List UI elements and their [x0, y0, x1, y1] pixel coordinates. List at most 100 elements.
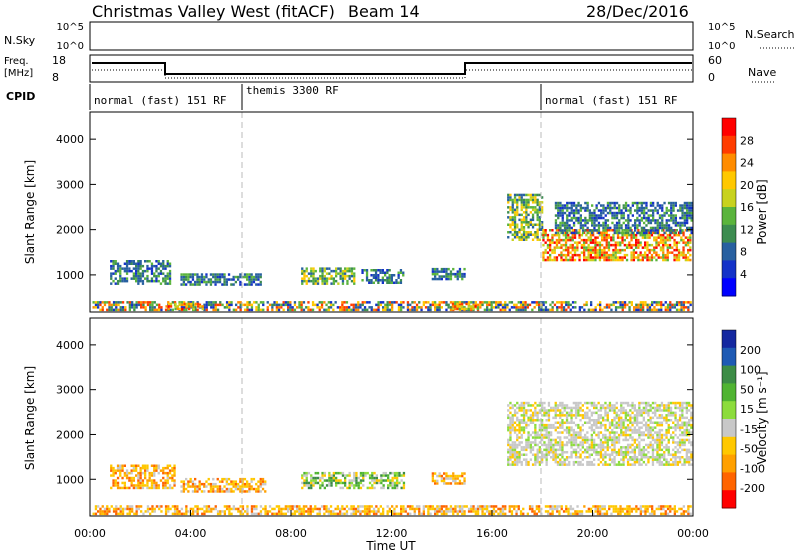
heatmap-cell: [125, 279, 129, 283]
freq-tick-top: 18: [52, 54, 66, 67]
heatmap-cell: [255, 273, 258, 276]
heatmap-cell: [606, 428, 609, 432]
heatmap-cell: [348, 274, 351, 278]
heatmap-cell: [150, 479, 154, 482]
heatmap-cell: [511, 221, 514, 224]
heatmap-cell: [458, 510, 462, 513]
heatmap-cell: [509, 438, 512, 442]
heatmap-cell: [624, 451, 627, 454]
heatmap-cell: [284, 301, 287, 304]
heatmap-cell: [613, 411, 616, 415]
heatmap-cell: [554, 428, 557, 432]
heatmap-cell: [312, 274, 315, 278]
heatmap-cell: [467, 510, 471, 513]
heatmap-cell: [569, 303, 572, 307]
heatmap-cell: [259, 490, 262, 493]
heatmap-cell: [639, 306, 642, 309]
heatmap-cell: [681, 206, 684, 210]
heatmap-cell: [257, 487, 260, 491]
heatmap-cell: [518, 198, 521, 202]
heatmap-cell: [244, 308, 247, 312]
heatmap-cell: [363, 306, 367, 309]
heatmap-cell: [592, 233, 595, 237]
heatmap-cell: [273, 507, 276, 511]
heatmap-cell: [189, 283, 192, 286]
heatmap-cell: [653, 510, 656, 513]
heatmap-cell: [659, 241, 663, 244]
heatmap-cell: [370, 274, 373, 277]
heatmap-cell: [264, 512, 267, 516]
heatmap-cell: [301, 282, 304, 285]
heatmap-cell: [551, 229, 554, 232]
heatmap-cell: [214, 275, 217, 279]
heatmap-cell: [253, 512, 256, 516]
heatmap-cell: [434, 303, 437, 307]
heatmap-cell: [354, 510, 358, 513]
heatmap-cell: [525, 218, 528, 222]
heatmap-cell: [379, 279, 382, 282]
heatmap-cell: [549, 238, 552, 242]
heatmap-cell: [203, 303, 206, 307]
heatmap-cell: [434, 272, 437, 276]
heatmap-cell: [323, 301, 326, 304]
heatmap-cell: [259, 505, 263, 508]
heatmap-cell: [157, 262, 160, 265]
heatmap-cell: [595, 419, 598, 422]
heatmap-cell: [596, 510, 600, 513]
heatmap-cell: [613, 409, 616, 412]
heatmap-cell: [585, 258, 588, 262]
heatmap-cell: [565, 411, 569, 415]
heatmap-cell: [627, 209, 630, 212]
heatmap-cell: [619, 505, 622, 508]
heatmap-cell: [110, 469, 113, 472]
heatmap-cell: [185, 510, 188, 513]
heatmap-cell: [571, 246, 574, 249]
heatmap-cell: [388, 303, 391, 307]
heatmap-cell: [387, 484, 390, 487]
heatmap-cell: [556, 301, 559, 304]
heatmap-cell: [350, 303, 353, 307]
heatmap-cell: [657, 303, 661, 307]
heatmap-cell: [636, 409, 639, 412]
heatmap-cell: [142, 303, 145, 307]
nsky-panel: N.Sky 10^5 10^0 10^5 10^0 N.Search: [4, 21, 795, 52]
heatmap-cell: [645, 204, 648, 207]
heatmap-cell: [554, 426, 557, 429]
heatmap-cell: [307, 272, 311, 275]
heatmap-cell: [522, 414, 526, 417]
heatmap-cell: [654, 441, 657, 444]
heatmap-cell: [563, 211, 567, 215]
heatmap-cell: [133, 512, 136, 516]
heatmap-cell: [525, 458, 528, 461]
heatmap-cell: [438, 277, 441, 281]
heatmap-cell: [525, 463, 528, 466]
heatmap-cell: [531, 198, 535, 202]
heatmap-cell: [164, 279, 167, 283]
heatmap-cell: [522, 236, 526, 239]
heatmap-cell: [668, 233, 672, 237]
heatmap-cell: [603, 233, 606, 237]
heatmap-cell: [515, 308, 518, 312]
heatmap-cell: [545, 456, 548, 459]
heatmap-cell: [429, 308, 432, 312]
heatmap-cell: [640, 216, 643, 220]
heatmap-cell: [609, 206, 612, 210]
heatmap-cell: [575, 216, 578, 220]
heatmap-cell: [579, 431, 582, 434]
heatmap-cell: [507, 451, 510, 454]
heatmap-cell: [257, 306, 260, 309]
heatmap-cell: [606, 226, 610, 230]
heatmap-cell: [553, 251, 556, 254]
heatmap-cell: [499, 301, 502, 304]
heatmap-cell: [616, 236, 620, 239]
heatmap-cell: [683, 211, 686, 215]
heatmap-cell: [630, 238, 633, 242]
heatmap-cell: [615, 451, 618, 454]
heatmap-cell: [568, 224, 571, 227]
heatmap-cell: [554, 458, 557, 461]
heatmap-cell: [325, 479, 329, 482]
heatmap-cell: [344, 274, 347, 278]
heatmap-cell: [635, 243, 638, 247]
heatmap-cell: [629, 419, 632, 422]
heatmap-cell: [311, 301, 315, 304]
